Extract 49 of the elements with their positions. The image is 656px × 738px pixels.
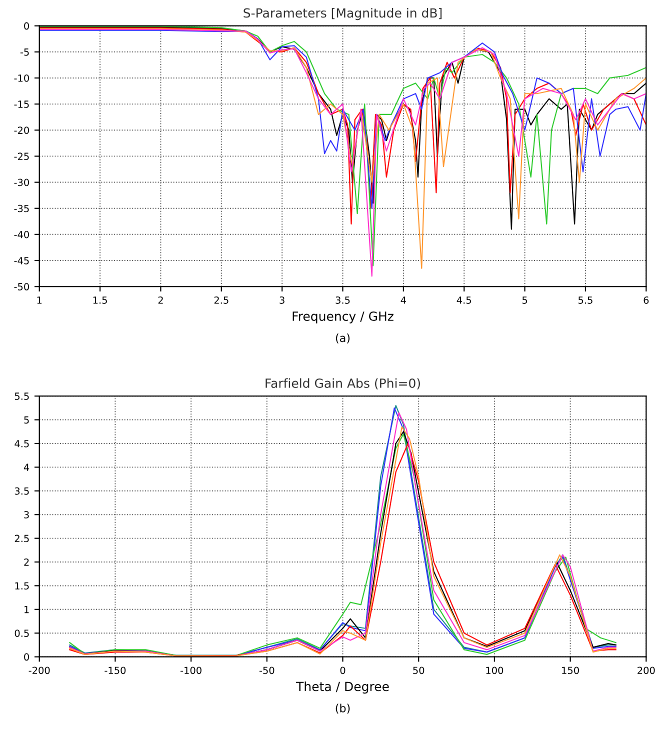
y-tick-label: 0 <box>24 653 29 661</box>
y-tick-label: 2 <box>24 558 29 566</box>
x-tick-label: 2.5 <box>214 296 228 304</box>
text: (a) <box>336 334 350 344</box>
text: (b) <box>336 704 350 714</box>
x-tick-label: 5.5 <box>578 296 592 304</box>
y-tick-label: -20 <box>14 126 29 134</box>
y-tick-label: 3 <box>24 511 29 518</box>
x-tick-label: -150 <box>104 666 126 674</box>
x-tick-label: 4.5 <box>456 296 471 304</box>
y-tick-label: 0 <box>24 22 29 30</box>
x-tick-label: 2 <box>158 296 163 304</box>
x-tick-label: 200 <box>638 666 655 674</box>
y-tick-label: -30 <box>14 178 29 186</box>
y-tick-label: 1.5 <box>15 582 29 590</box>
x-axis-title: Frequency / GHz <box>292 311 394 324</box>
y-tick-label: 4 <box>24 464 30 471</box>
x-tick-label: 3 <box>280 296 284 304</box>
chart-title: Farfield Gain Abs (Phi=0) <box>266 378 420 390</box>
x-tick-label: 3.5 <box>336 296 350 304</box>
y-tick-label: -10 <box>14 74 29 82</box>
x-tick-label: 0 <box>340 666 346 674</box>
x-tick-label: 5 <box>522 296 528 304</box>
y-tick-label: 3.5 <box>14 487 29 495</box>
x-tick-label: 1 <box>37 296 42 304</box>
x-tick-label: -200 <box>28 666 50 674</box>
y-tick-label: -40 <box>14 230 29 238</box>
x-tick-label: 4 <box>400 296 406 304</box>
x-tick-label: 6 <box>644 296 649 304</box>
y-tick-label: -45 <box>14 257 29 264</box>
chart-title: S-Parameters [Magnitude in dB] <box>244 8 442 20</box>
x-axis-title: Theta / Degree <box>296 682 389 694</box>
x-tick-label: 1.5 <box>93 296 107 304</box>
y-tick-label: -15 <box>14 100 29 108</box>
x-tick-label: 150 <box>562 666 579 674</box>
y-tick-label: 5.5 <box>14 392 29 400</box>
x-tick-label: 50 <box>413 666 424 674</box>
y-tick-label: -50 <box>14 283 29 290</box>
x-tick-label: 100 <box>486 666 504 674</box>
y-tick-label: 2.5 <box>14 534 29 542</box>
y-tick-label: -5 <box>20 48 29 56</box>
y-tick-label: -35 <box>14 204 29 212</box>
x-tick-label: -50 <box>259 666 274 674</box>
y-tick-label: 0.5 <box>14 630 29 637</box>
x-tick-label: -100 <box>180 666 202 674</box>
y-tick-label: 1 <box>24 606 29 614</box>
y-tick-label: 5 <box>24 416 29 424</box>
y-tick-label: -25 <box>14 152 29 160</box>
y-tick-label: 4.5 <box>14 440 29 448</box>
